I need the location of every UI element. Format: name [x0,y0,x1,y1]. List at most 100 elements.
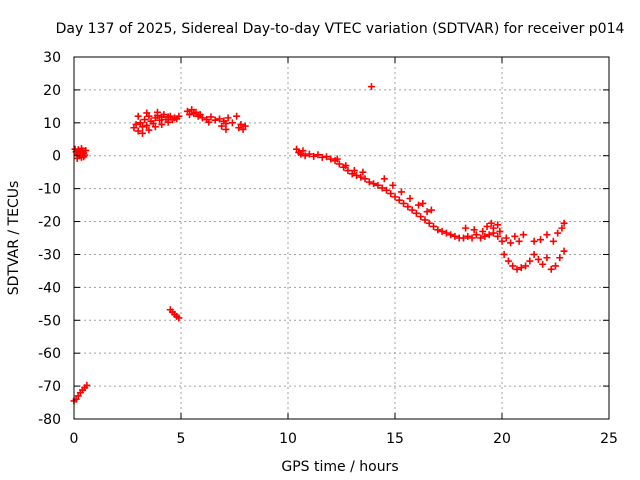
data-point [205,118,213,126]
data-point [143,109,151,117]
data-point [186,111,194,119]
data-point [425,219,433,227]
data-point [333,155,341,163]
data-point [434,226,442,234]
data-point [211,116,219,124]
data-point [494,232,502,240]
data-point [537,236,545,244]
data-point [517,264,525,272]
data-point [327,155,335,163]
x-tick-label: 5 [177,431,186,447]
data-point [498,237,506,245]
axis-ticks: 0 5 10 15 20 25 -80 -70 -60 -50 -40 -30 -20 -10 0 10 20 3… [38,50,618,447]
x-tick-label: 10 [279,431,297,447]
data-point [558,224,566,232]
data-point [472,231,480,239]
data-point [423,208,431,216]
data-point [192,108,200,116]
data-point [80,153,88,161]
data-point [207,113,215,121]
data-point [511,232,519,240]
data-point [342,162,350,170]
data-point [549,237,557,245]
data-point [519,231,527,239]
data-point [543,254,551,262]
data-point [166,112,174,120]
data-point [417,213,425,221]
data-point [560,247,568,255]
data-point [515,237,523,245]
data-point [477,234,485,242]
data-point [395,196,403,204]
data-point [77,144,85,152]
data-point [310,152,318,160]
data-point [175,314,183,322]
data-point [374,181,382,189]
data-point [218,122,226,130]
data-point [547,265,555,273]
data-point [138,123,146,131]
data-point [222,119,230,127]
data-point [382,186,390,194]
data-point [530,237,538,245]
y-tick-label: 30 [43,50,61,66]
x-tick-label: 25 [600,431,618,447]
data-point [404,203,412,211]
y-tick-label: -70 [38,379,61,395]
data-point [489,224,497,232]
data-point [141,116,149,124]
data-point [136,119,144,127]
data-point [357,173,365,181]
data-point [462,224,470,232]
y-tick-label: -30 [38,247,61,263]
data-point [539,260,547,268]
y-tick-label: -10 [38,182,61,198]
y-tick-label: -20 [38,215,61,231]
y-tick-label: 0 [52,149,61,165]
data-point [365,178,373,186]
y-tick-label: -40 [38,280,61,296]
data-point [83,381,91,389]
data-point [233,112,241,120]
data-point [408,206,416,214]
data-point [164,118,172,126]
data-point [415,201,423,209]
data-point [526,257,534,265]
data-point [224,114,232,122]
data-point [507,239,515,247]
data-point [481,232,489,240]
data-point [496,227,504,235]
data-point [464,232,472,240]
data-point [412,209,420,217]
data-point [335,160,343,168]
data-point [554,229,562,237]
data-point [560,219,568,227]
y-tick-label: -50 [38,313,61,329]
data-point [494,221,502,229]
data-point [175,112,183,120]
data-point [132,120,140,128]
data-point [468,234,476,242]
data-point [479,227,487,235]
data-point [397,188,405,196]
data-point [543,231,551,239]
data-point [160,111,168,119]
data-point [430,222,438,230]
y-tick-label: 20 [43,83,61,99]
data-point [134,112,142,120]
data-point [301,152,309,160]
y-tick-label: 10 [43,116,61,132]
data-point [237,120,245,128]
data-point [427,206,435,214]
data-point [352,171,360,179]
chart-title: Day 137 of 2025, Sidereal Day-to-day VTE… [56,21,625,37]
data-point [380,175,388,183]
y-tick-label: -80 [38,412,61,428]
data-point [222,125,230,133]
data-point [451,232,459,240]
data-point [134,127,142,135]
data-point [378,184,386,192]
data-point [522,262,530,270]
data-point [228,119,236,127]
